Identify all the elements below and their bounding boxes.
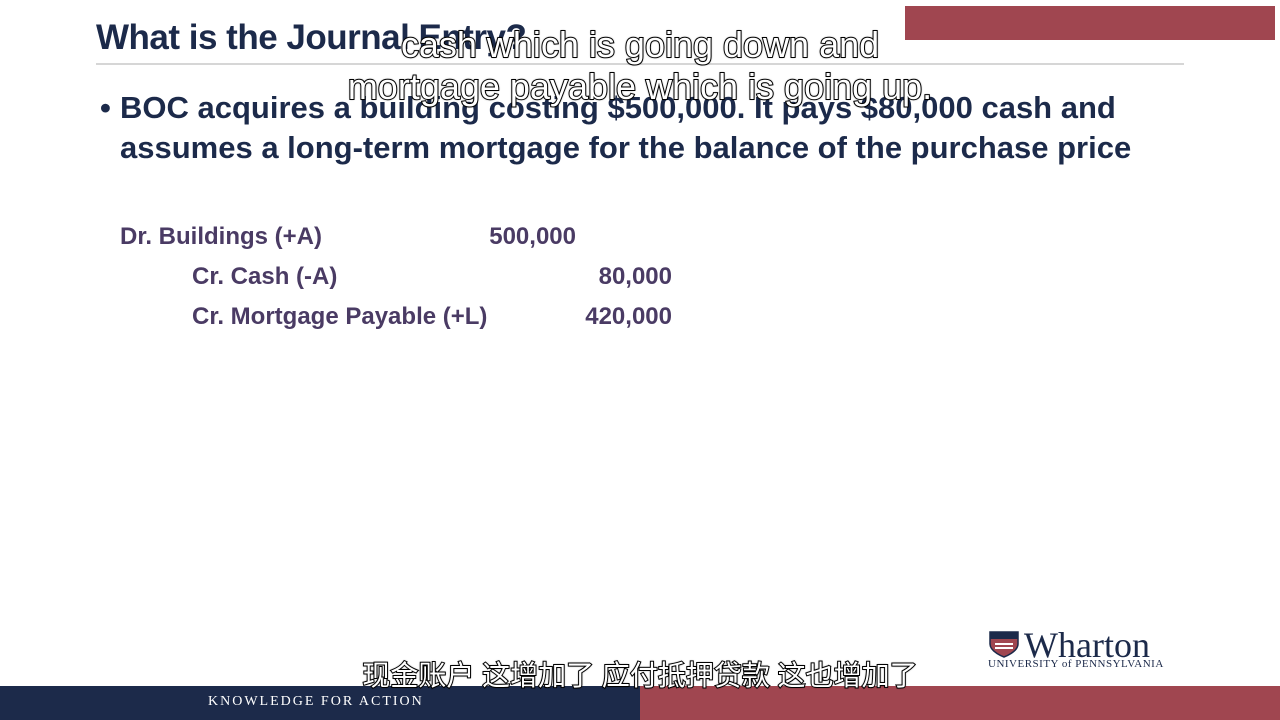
logo-subtitle: UNIVERSITY of PENNSYLVANIA [988,658,1164,670]
top-right-accent-bar [905,6,1275,40]
entry-credit-cash-amount: 80,000 [598,263,672,290]
footer-navy-band: KNOWLEDGE FOR ACTION [0,686,640,720]
entry-credit-mortgage-label: Cr. Mortgage Payable (+L) [192,303,488,330]
entry-credit-cash-label: Cr. Cash (-A) [192,263,338,290]
footer-tagline: KNOWLEDGE FOR ACTION [208,694,424,709]
entry-debit-amount: 500,000 [489,223,576,250]
penn-shield-icon [989,631,1019,658]
logo-wordmark: Wharton [1024,625,1150,665]
entry-credit-mortgage-amount: 420,000 [585,303,672,330]
slide-title: What is the Journal Entry? [96,18,527,57]
bullet-marker: • [100,90,111,125]
chinese-caption: 现金账户 这增加了 应付抵押贷款 这也增加了 [361,659,918,692]
english-caption: cash which is going down and mortgage pa… [347,23,933,108]
bullet-text: BOC acquires a building costing $500,000… [120,90,1132,165]
title-divider [96,63,1184,65]
footer-maroon-band [640,686,1280,720]
entry-debit-label: Dr. Buildings (+A) [120,223,323,250]
wharton-logo: Wharton UNIVERSITY of PENNSYLVANIA [988,625,1198,672]
